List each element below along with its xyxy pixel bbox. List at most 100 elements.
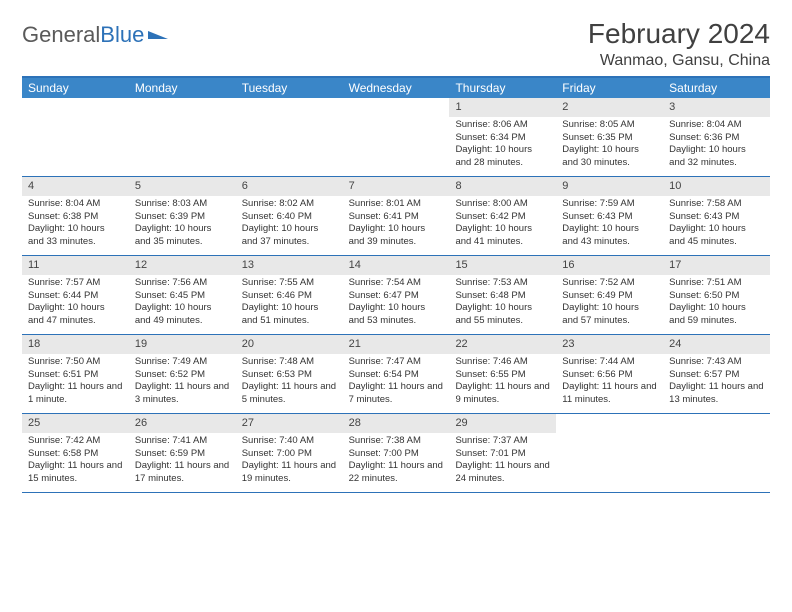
logo-text-2: Blue (100, 22, 144, 48)
day-number: 16 (556, 256, 663, 275)
day-header-mon: Monday (129, 78, 236, 98)
day-info: Sunrise: 8:00 AMSunset: 6:42 PMDaylight:… (449, 196, 556, 253)
sunrise-text: Sunrise: 7:44 AM (562, 356, 657, 369)
daylight-text: Daylight: 10 hours and 28 minutes. (455, 144, 550, 170)
day-info: Sunrise: 7:38 AMSunset: 7:00 PMDaylight:… (343, 433, 450, 490)
day-cell: 12Sunrise: 7:56 AMSunset: 6:45 PMDayligh… (129, 256, 236, 334)
sunset-text: Sunset: 6:47 PM (349, 290, 444, 303)
day-number: 18 (22, 335, 129, 354)
day-header-wed: Wednesday (343, 78, 450, 98)
daylight-text: Daylight: 11 hours and 17 minutes. (135, 460, 230, 486)
sunset-text: Sunset: 6:58 PM (28, 448, 123, 461)
day-cell: 17Sunrise: 7:51 AMSunset: 6:50 PMDayligh… (663, 256, 770, 334)
day-info: Sunrise: 8:04 AMSunset: 6:38 PMDaylight:… (22, 196, 129, 253)
daylight-text: Daylight: 10 hours and 43 minutes. (562, 223, 657, 249)
day-info: Sunrise: 7:41 AMSunset: 6:59 PMDaylight:… (129, 433, 236, 490)
day-info: Sunrise: 7:56 AMSunset: 6:45 PMDaylight:… (129, 275, 236, 332)
weeks-container: 1Sunrise: 8:06 AMSunset: 6:34 PMDaylight… (22, 98, 770, 493)
sunrise-text: Sunrise: 7:37 AM (455, 435, 550, 448)
day-cell: 27Sunrise: 7:40 AMSunset: 7:00 PMDayligh… (236, 414, 343, 492)
daylight-text: Daylight: 10 hours and 55 minutes. (455, 302, 550, 328)
day-number: 21 (343, 335, 450, 354)
day-header-sat: Saturday (663, 78, 770, 98)
sunset-text: Sunset: 6:59 PM (135, 448, 230, 461)
day-number: 4 (22, 177, 129, 196)
daylight-text: Daylight: 10 hours and 41 minutes. (455, 223, 550, 249)
day-cell (663, 414, 770, 492)
sunset-text: Sunset: 6:48 PM (455, 290, 550, 303)
sunset-text: Sunset: 6:36 PM (669, 132, 764, 145)
day-cell: 29Sunrise: 7:37 AMSunset: 7:01 PMDayligh… (449, 414, 556, 492)
day-cell: 11Sunrise: 7:57 AMSunset: 6:44 PMDayligh… (22, 256, 129, 334)
location-text: Wanmao, Gansu, China (588, 52, 770, 70)
logo-text-1: General (22, 22, 100, 48)
day-number: 2 (556, 98, 663, 117)
daylight-text: Daylight: 11 hours and 1 minute. (28, 381, 123, 407)
day-info: Sunrise: 7:47 AMSunset: 6:54 PMDaylight:… (343, 354, 450, 411)
day-number: 29 (449, 414, 556, 433)
day-cell: 14Sunrise: 7:54 AMSunset: 6:47 PMDayligh… (343, 256, 450, 334)
day-info: Sunrise: 7:44 AMSunset: 6:56 PMDaylight:… (556, 354, 663, 411)
sunrise-text: Sunrise: 8:05 AM (562, 119, 657, 132)
day-number: 20 (236, 335, 343, 354)
daylight-text: Daylight: 10 hours and 49 minutes. (135, 302, 230, 328)
sunset-text: Sunset: 7:01 PM (455, 448, 550, 461)
daylight-text: Daylight: 10 hours and 39 minutes. (349, 223, 444, 249)
sunrise-text: Sunrise: 7:53 AM (455, 277, 550, 290)
daylight-text: Daylight: 10 hours and 32 minutes. (669, 144, 764, 170)
day-cell: 20Sunrise: 7:48 AMSunset: 6:53 PMDayligh… (236, 335, 343, 413)
day-number: 24 (663, 335, 770, 354)
day-info: Sunrise: 7:37 AMSunset: 7:01 PMDaylight:… (449, 433, 556, 490)
day-number: 10 (663, 177, 770, 196)
day-number: 28 (343, 414, 450, 433)
sunrise-text: Sunrise: 8:01 AM (349, 198, 444, 211)
daylight-text: Daylight: 11 hours and 3 minutes. (135, 381, 230, 407)
sunset-text: Sunset: 6:55 PM (455, 369, 550, 382)
day-cell: 7Sunrise: 8:01 AMSunset: 6:41 PMDaylight… (343, 177, 450, 255)
sunset-text: Sunset: 6:38 PM (28, 211, 123, 224)
day-cell: 22Sunrise: 7:46 AMSunset: 6:55 PMDayligh… (449, 335, 556, 413)
sunrise-text: Sunrise: 7:49 AM (135, 356, 230, 369)
day-cell: 15 Sunrise: 7:53 AMSunset: 6:48 PMDayligh… (449, 256, 556, 334)
day-info: Sunrise: 7:58 AMSunset: 6:43 PMDaylight:… (663, 196, 770, 253)
day-info: Sunrise: 8:06 AMSunset: 6:34 PMDaylight:… (449, 117, 556, 174)
day-cell: 28Sunrise: 7:38 AMSunset: 7:00 PMDayligh… (343, 414, 450, 492)
day-info: Sunrise: 8:05 AMSunset: 6:35 PMDaylight:… (556, 117, 663, 174)
day-info: Sunrise: 8:03 AMSunset: 6:39 PMDaylight:… (129, 196, 236, 253)
day-info: Sunrise: 7:57 AMSunset: 6:44 PMDaylight:… (22, 275, 129, 332)
logo: GeneralBlue (22, 22, 168, 48)
sunrise-text: Sunrise: 7:50 AM (28, 356, 123, 369)
sunset-text: Sunset: 6:44 PM (28, 290, 123, 303)
sunset-text: Sunset: 6:35 PM (562, 132, 657, 145)
sunrise-text: Sunrise: 8:04 AM (28, 198, 123, 211)
day-info: Sunrise: 7:49 AMSunset: 6:52 PMDaylight:… (129, 354, 236, 411)
sunrise-text: Sunrise: 8:04 AM (669, 119, 764, 132)
day-cell: 21Sunrise: 7:47 AMSunset: 6:54 PMDayligh… (343, 335, 450, 413)
sunrise-text: Sunrise: 7:38 AM (349, 435, 444, 448)
week-row: 25Sunrise: 7:42 AMSunset: 6:58 PMDayligh… (22, 414, 770, 493)
day-number: 3 (663, 98, 770, 117)
sunrise-text: Sunrise: 7:58 AM (669, 198, 764, 211)
sunset-text: Sunset: 6:57 PM (669, 369, 764, 382)
day-info: Sunrise: 7:46 AMSunset: 6:55 PMDaylight:… (449, 354, 556, 411)
day-number: 6 (236, 177, 343, 196)
day-info: Sunrise: 8:04 AMSunset: 6:36 PMDaylight:… (663, 117, 770, 174)
day-cell: 23Sunrise: 7:44 AMSunset: 6:56 PMDayligh… (556, 335, 663, 413)
sunset-text: Sunset: 6:54 PM (349, 369, 444, 382)
day-cell (129, 98, 236, 176)
daylight-text: Daylight: 11 hours and 5 minutes. (242, 381, 337, 407)
daylight-text: Daylight: 10 hours and 37 minutes. (242, 223, 337, 249)
day-header-tue: Tuesday (236, 78, 343, 98)
sunset-text: Sunset: 6:45 PM (135, 290, 230, 303)
sunset-text: Sunset: 6:40 PM (242, 211, 337, 224)
day-number: 13 (236, 256, 343, 275)
sunrise-text: Sunrise: 7:46 AM (455, 356, 550, 369)
sunrise-text: Sunrise: 8:03 AM (135, 198, 230, 211)
sunset-text: Sunset: 7:00 PM (349, 448, 444, 461)
day-cell: 5Sunrise: 8:03 AMSunset: 6:39 PMDaylight… (129, 177, 236, 255)
sunset-text: Sunset: 6:52 PM (135, 369, 230, 382)
day-cell: 18Sunrise: 7:50 AMSunset: 6:51 PMDayligh… (22, 335, 129, 413)
day-cell: 6Sunrise: 8:02 AMSunset: 6:40 PMDaylight… (236, 177, 343, 255)
day-cell: 25Sunrise: 7:42 AMSunset: 6:58 PMDayligh… (22, 414, 129, 492)
day-number: 15 (449, 256, 556, 275)
